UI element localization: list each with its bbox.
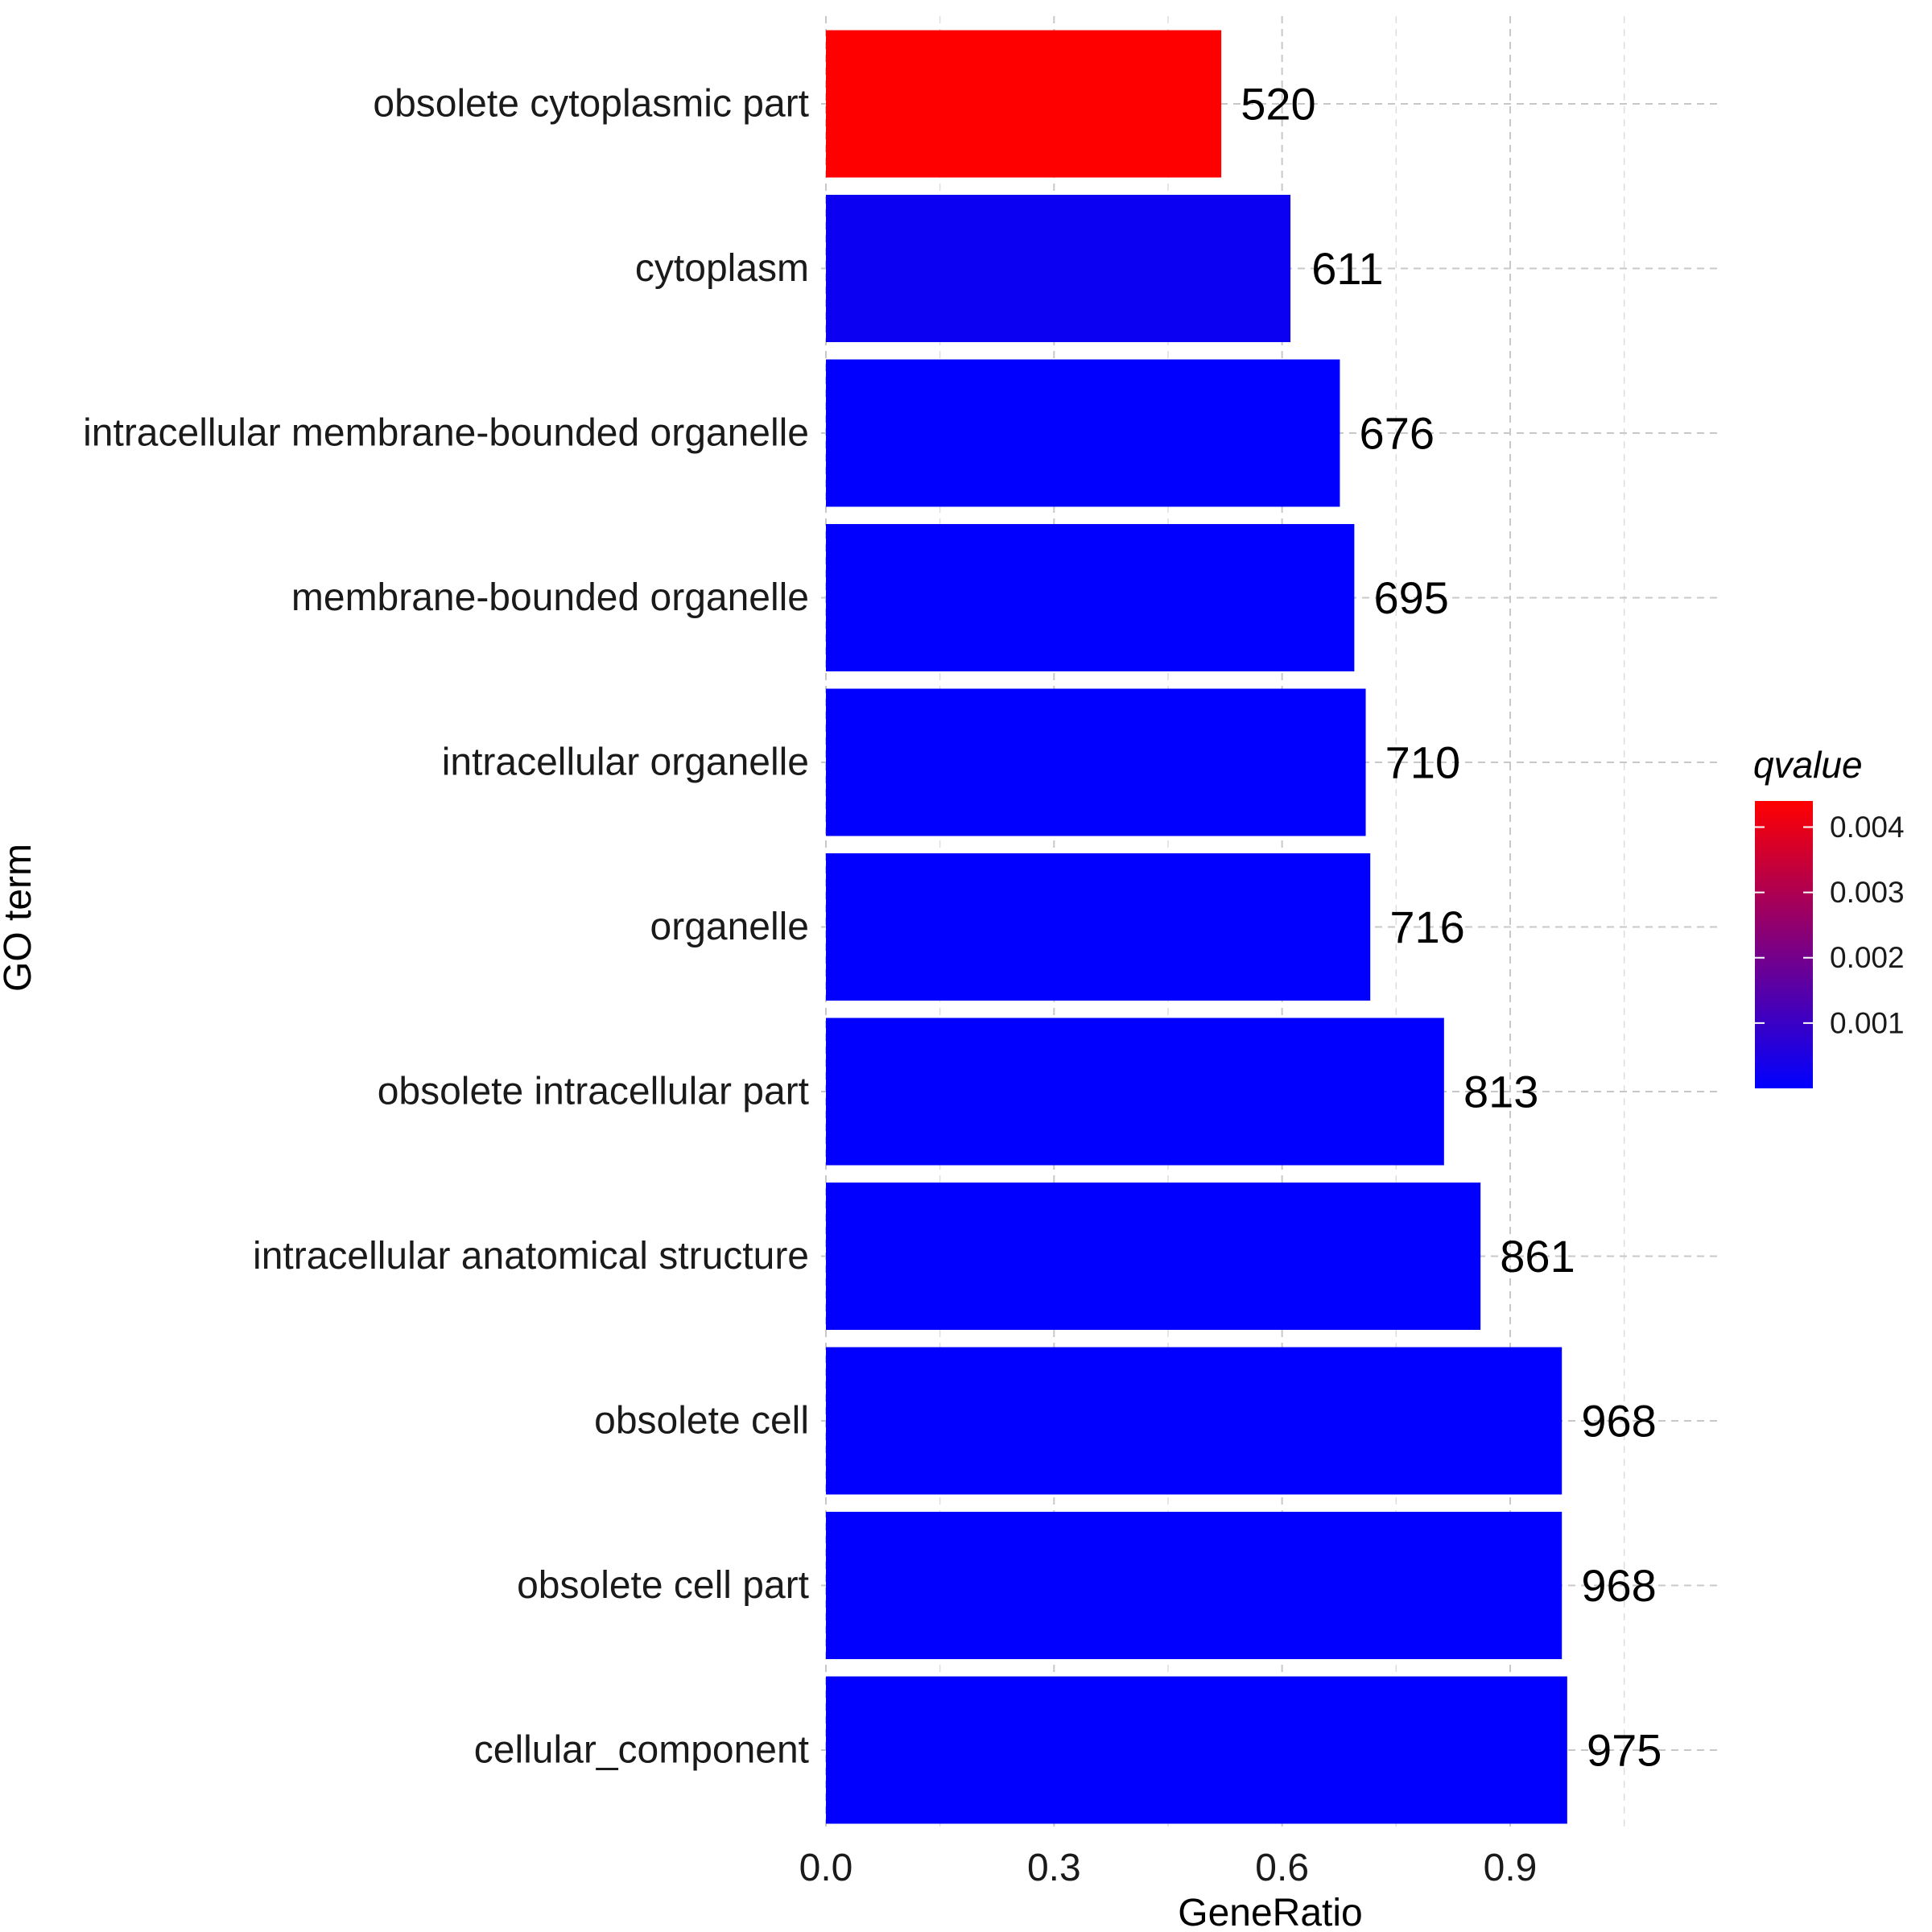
bar [826,1512,1563,1659]
data-label: 975 [1587,1725,1662,1776]
bar [826,1676,1567,1824]
category-label: membrane-bounded organelle [291,576,809,619]
bar [826,853,1371,1001]
labels-layer: obsolete cytoplasmic part 520 cytoplasm 611… [83,79,1662,1776]
category-label: cytoplasm [635,247,809,290]
x-tick-label: 0.9 [1484,1847,1538,1889]
category-label: intracellular organelle [442,741,809,784]
y-axis-title: GO term [0,844,39,992]
category-label: intracellular membrane-bounded organelle [83,412,809,455]
data-label: 520 [1241,79,1315,130]
data-label: 968 [1581,1560,1656,1611]
legend-layer: qvalue 0.004 0.003 0.002 0.001 [1753,744,1905,1088]
bar [826,359,1340,507]
bar [826,30,1222,178]
x-tick-label: 0.3 [1027,1847,1081,1889]
x-tick-label: 0.6 [1255,1847,1309,1889]
bar [826,1183,1481,1330]
bar [826,1018,1444,1166]
category-label: obsolete cell [594,1400,809,1443]
legend-tick-label: 0.004 [1830,811,1905,844]
legend-tick-label: 0.003 [1830,876,1905,909]
category-label: intracellular anatomical structure [253,1235,809,1278]
legend-tick-label: 0.002 [1830,941,1905,974]
data-label: 716 [1389,902,1464,952]
data-label: 695 [1374,572,1449,623]
data-label: 968 [1581,1396,1656,1447]
bar [826,1347,1563,1495]
category-label: organelle [650,906,809,948]
data-label: 813 [1463,1067,1538,1117]
category-label: cellular_component [474,1729,809,1772]
data-label: 676 [1360,408,1435,459]
x-tick-label: 0.0 [799,1847,853,1889]
bar [826,195,1291,342]
x-axis-title: GeneRatio [1178,1892,1362,1932]
legend-tick-label: 0.001 [1830,1006,1905,1039]
legend-colorbar [1755,801,1813,1088]
category-label: obsolete cytoplasmic part [373,83,809,126]
category-label: obsolete intracellular part [378,1071,809,1113]
bars-layer [826,30,1567,1824]
data-label: 861 [1500,1231,1575,1282]
bar [826,688,1366,836]
bar [826,524,1355,671]
axis-layer: 0.0 0.3 0.6 0.9 GeneRatio GO term [0,844,1537,1932]
category-label: obsolete cell part [517,1564,809,1607]
data-label: 710 [1385,737,1460,788]
data-label: 611 [1311,243,1383,294]
legend-title: qvalue [1753,744,1863,786]
